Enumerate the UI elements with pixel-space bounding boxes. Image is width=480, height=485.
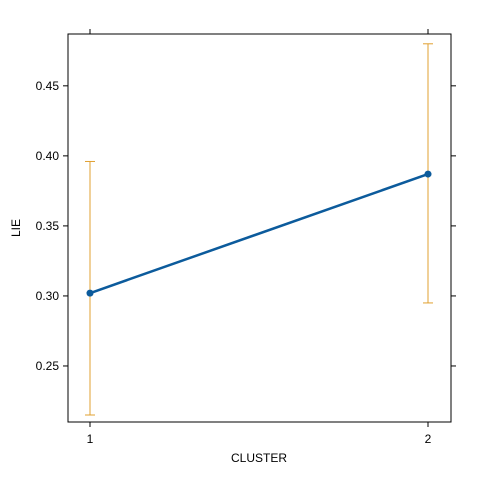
data-point [424,170,432,178]
y-tick-label: 0.45 [36,79,60,93]
series-line [89,172,429,295]
data-point [86,289,94,297]
x-tick-label: 1 [87,432,94,446]
x-axis-label: CLUSTER [231,451,287,465]
y-axis-label: LIE [9,219,23,237]
data-layer [85,43,433,416]
axes: 0.25 0.30 0.35 0.40 0.45 1 2 [36,29,456,446]
y-tick-label: 0.30 [36,289,60,303]
plot-frame [67,33,452,423]
y-tick-label: 0.40 [36,149,60,163]
y-tick-label: 0.25 [36,359,60,373]
x-tick-label: 2 [425,432,432,446]
y-tick-label: 0.35 [36,219,60,233]
